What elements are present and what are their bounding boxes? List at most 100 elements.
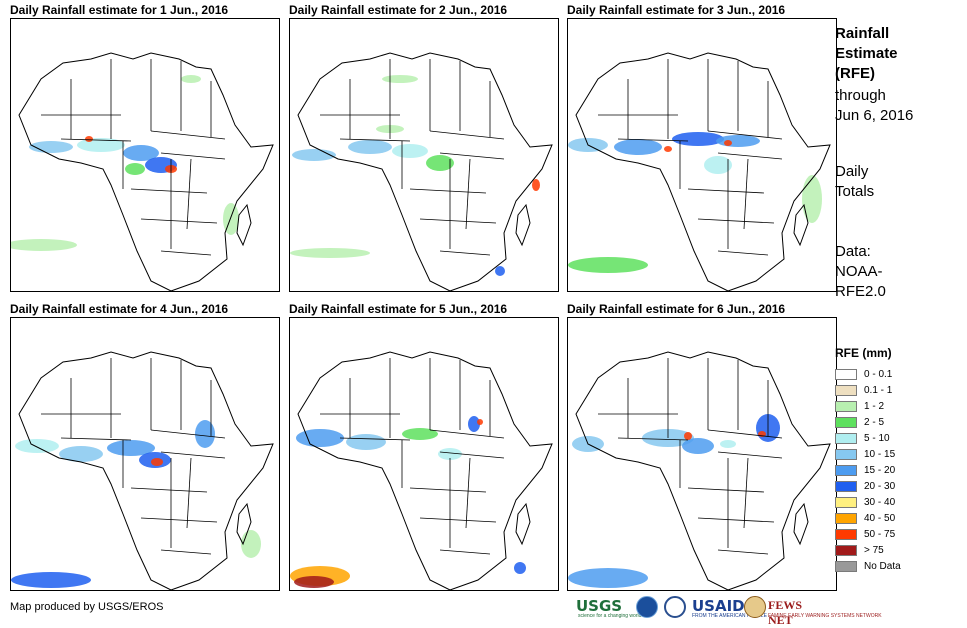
sidebar-title: Rainfall Estimate (RFE) [835, 24, 898, 84]
rainfall-map [567, 18, 837, 292]
legend-label: 50 - 75 [864, 528, 896, 540]
fews-net-logo: FEWS NET [768, 598, 803, 627]
rainfall-patch [241, 530, 261, 558]
legend-label: 30 - 40 [864, 496, 896, 508]
legend-item: > 75 [835, 542, 945, 558]
country-border [339, 138, 411, 142]
africa-landmass [19, 53, 273, 291]
country-border [617, 437, 689, 441]
rainfall-patch [720, 440, 736, 448]
rainfall-patch [392, 144, 428, 158]
africa-map [568, 351, 831, 590]
rainfall-patch [125, 163, 145, 175]
africa-map [290, 52, 553, 291]
country-border [439, 451, 505, 459]
rainfall-map-panel-3: Daily Rainfall estimate for 3 Jun., 2016 [567, 2, 837, 292]
country-border [687, 188, 765, 194]
rainfall-map-panel-6: Daily Rainfall estimate for 6 Jun., 2016 [567, 301, 837, 591]
rainfall-map [10, 18, 280, 292]
rainfall-map [567, 317, 837, 591]
country-border [707, 130, 783, 140]
country-border [186, 457, 192, 529]
legend-swatch [835, 432, 857, 444]
legend-swatch [835, 544, 857, 556]
rainfall-patch [672, 132, 724, 146]
country-border [160, 451, 226, 459]
legend-swatch [835, 368, 857, 380]
africa-landmass [19, 352, 273, 590]
country-border [717, 152, 783, 160]
country-border [150, 429, 226, 439]
through-line: Jun 6, 2016 [835, 107, 914, 124]
legend-swatch [835, 496, 857, 508]
madagascar-outline [515, 203, 531, 247]
legend-label: 1 - 2 [864, 400, 885, 412]
title-line: Rainfall [835, 25, 890, 42]
coastline [18, 351, 274, 590]
legend-label: 15 - 20 [864, 464, 896, 476]
country-border [140, 517, 218, 523]
rainfall-patch [123, 145, 159, 161]
rainfall-patch [664, 146, 672, 152]
rainfall-patch [716, 135, 760, 147]
rainfall-patch [107, 440, 155, 456]
rainfall-patch [181, 75, 201, 83]
rainfall-patch [59, 446, 103, 462]
legend-item: 5 - 10 [835, 430, 945, 446]
legend-label: No Data [864, 560, 901, 572]
africa-map [290, 351, 553, 590]
country-border [409, 487, 487, 493]
title-line: (RFE) [835, 65, 875, 82]
legend-swatch [835, 512, 857, 524]
rainfall-map [289, 18, 559, 292]
panel-title: Daily Rainfall estimate for 6 Jun., 2016 [567, 302, 786, 316]
rainfall-patch [802, 175, 822, 223]
legend-item: 15 - 20 [835, 462, 945, 478]
partner-logos: USGS science for a changing world USAID … [576, 594, 882, 627]
noaa-logo-icon [636, 596, 658, 618]
legend-swatch [835, 400, 857, 412]
panel-title: Daily Rainfall estimate for 4 Jun., 2016 [10, 302, 229, 316]
country-border [60, 437, 132, 441]
coastline [18, 52, 274, 291]
africa-map [568, 52, 831, 291]
fews-tagline: FAMINE EARLY WARNING SYSTEMS NETWORK [768, 613, 882, 619]
legend-label: 2 - 5 [864, 416, 885, 428]
rainfall-patch [85, 136, 93, 142]
country-border [409, 188, 487, 194]
through-line: through [835, 87, 886, 104]
country-border [697, 517, 775, 523]
africa-map [11, 351, 274, 590]
country-border [429, 429, 505, 439]
rainfall-patch [477, 419, 483, 425]
madagascar-outline [236, 203, 252, 247]
legend-label: 5 - 10 [864, 432, 890, 444]
country-border [419, 218, 497, 224]
legend-label: 0 - 0.1 [864, 368, 893, 380]
legend-label: 10 - 15 [864, 448, 896, 460]
rainfall-patch [223, 203, 239, 235]
rainfall-patch [684, 432, 692, 440]
africa-landmass [576, 53, 830, 291]
legend-item: No Data [835, 558, 945, 574]
legend-item: 10 - 15 [835, 446, 945, 462]
country-border [439, 250, 491, 256]
country-border [419, 517, 497, 523]
rainfall-patch [495, 266, 505, 276]
legend-swatch [835, 480, 857, 492]
rainfall-patch [682, 438, 714, 454]
country-border [150, 130, 226, 140]
fews-globe-icon [744, 596, 766, 618]
totals-line: Totals [835, 183, 875, 200]
totals-line: Daily [835, 163, 869, 180]
coastline [575, 351, 831, 590]
country-border [707, 429, 783, 439]
legend-swatch [835, 528, 857, 540]
rainfall-patch [568, 568, 648, 588]
legend-swatch [835, 560, 857, 572]
country-border [130, 188, 208, 194]
country-border [743, 158, 749, 230]
rainfall-patch [290, 248, 370, 258]
country-border [617, 138, 689, 142]
data-line: RFE2.0 [835, 283, 886, 300]
